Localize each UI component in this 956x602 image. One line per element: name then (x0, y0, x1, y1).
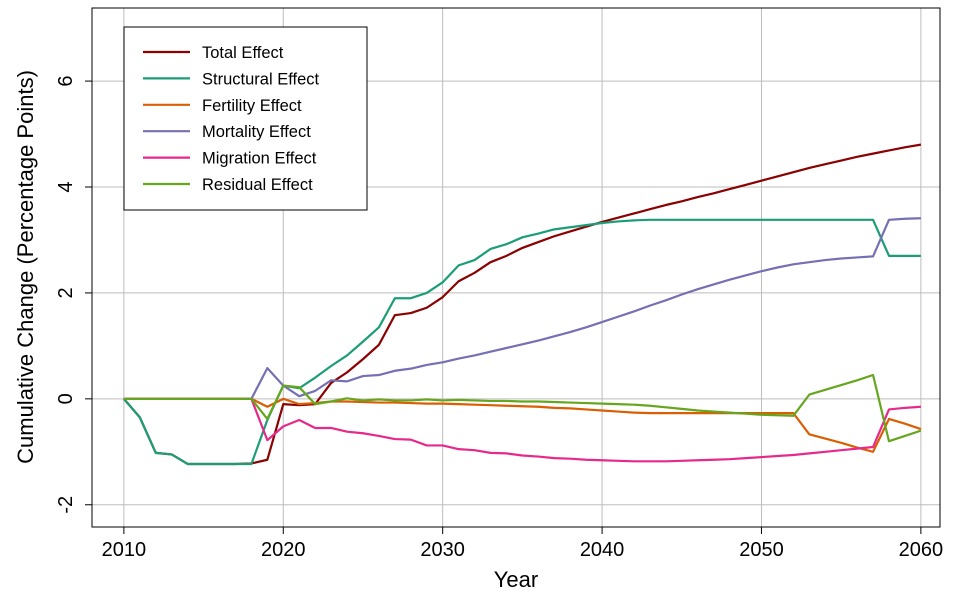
legend-label: Total Effect (202, 44, 284, 62)
x-tick-label: 2050 (739, 539, 784, 561)
x-tick-label: 2040 (580, 539, 625, 561)
y-tick-label: 6 (55, 76, 77, 87)
x-axis-label: Year (494, 567, 538, 592)
legend-label: Migration Effect (202, 150, 317, 168)
x-tick-label: 2030 (420, 539, 465, 561)
legend-label: Residual Effect (202, 176, 313, 194)
y-axis-label: Cumulative Change (Percentage Points) (13, 70, 38, 464)
y-tick-label: 0 (55, 393, 77, 404)
y-tick-label: 2 (55, 287, 77, 298)
x-tick-label: 2010 (102, 539, 147, 561)
legend-box (123, 26, 368, 211)
y-tick-label: 4 (55, 181, 77, 192)
y-tick-label: -2 (55, 496, 77, 514)
line-series (123, 373, 922, 443)
line-series (123, 143, 922, 466)
line-series (123, 217, 921, 400)
line-series (123, 397, 922, 453)
line-series (123, 218, 921, 466)
x-tick-label: 2060 (899, 539, 944, 561)
legend-label: Mortality Effect (202, 123, 311, 141)
x-tick-label: 2020 (261, 539, 306, 561)
legend-label: Structural Effect (202, 70, 319, 88)
legend-label: Fertility Effect (202, 97, 302, 115)
line-series (123, 397, 921, 463)
plot-frame (91, 7, 941, 528)
